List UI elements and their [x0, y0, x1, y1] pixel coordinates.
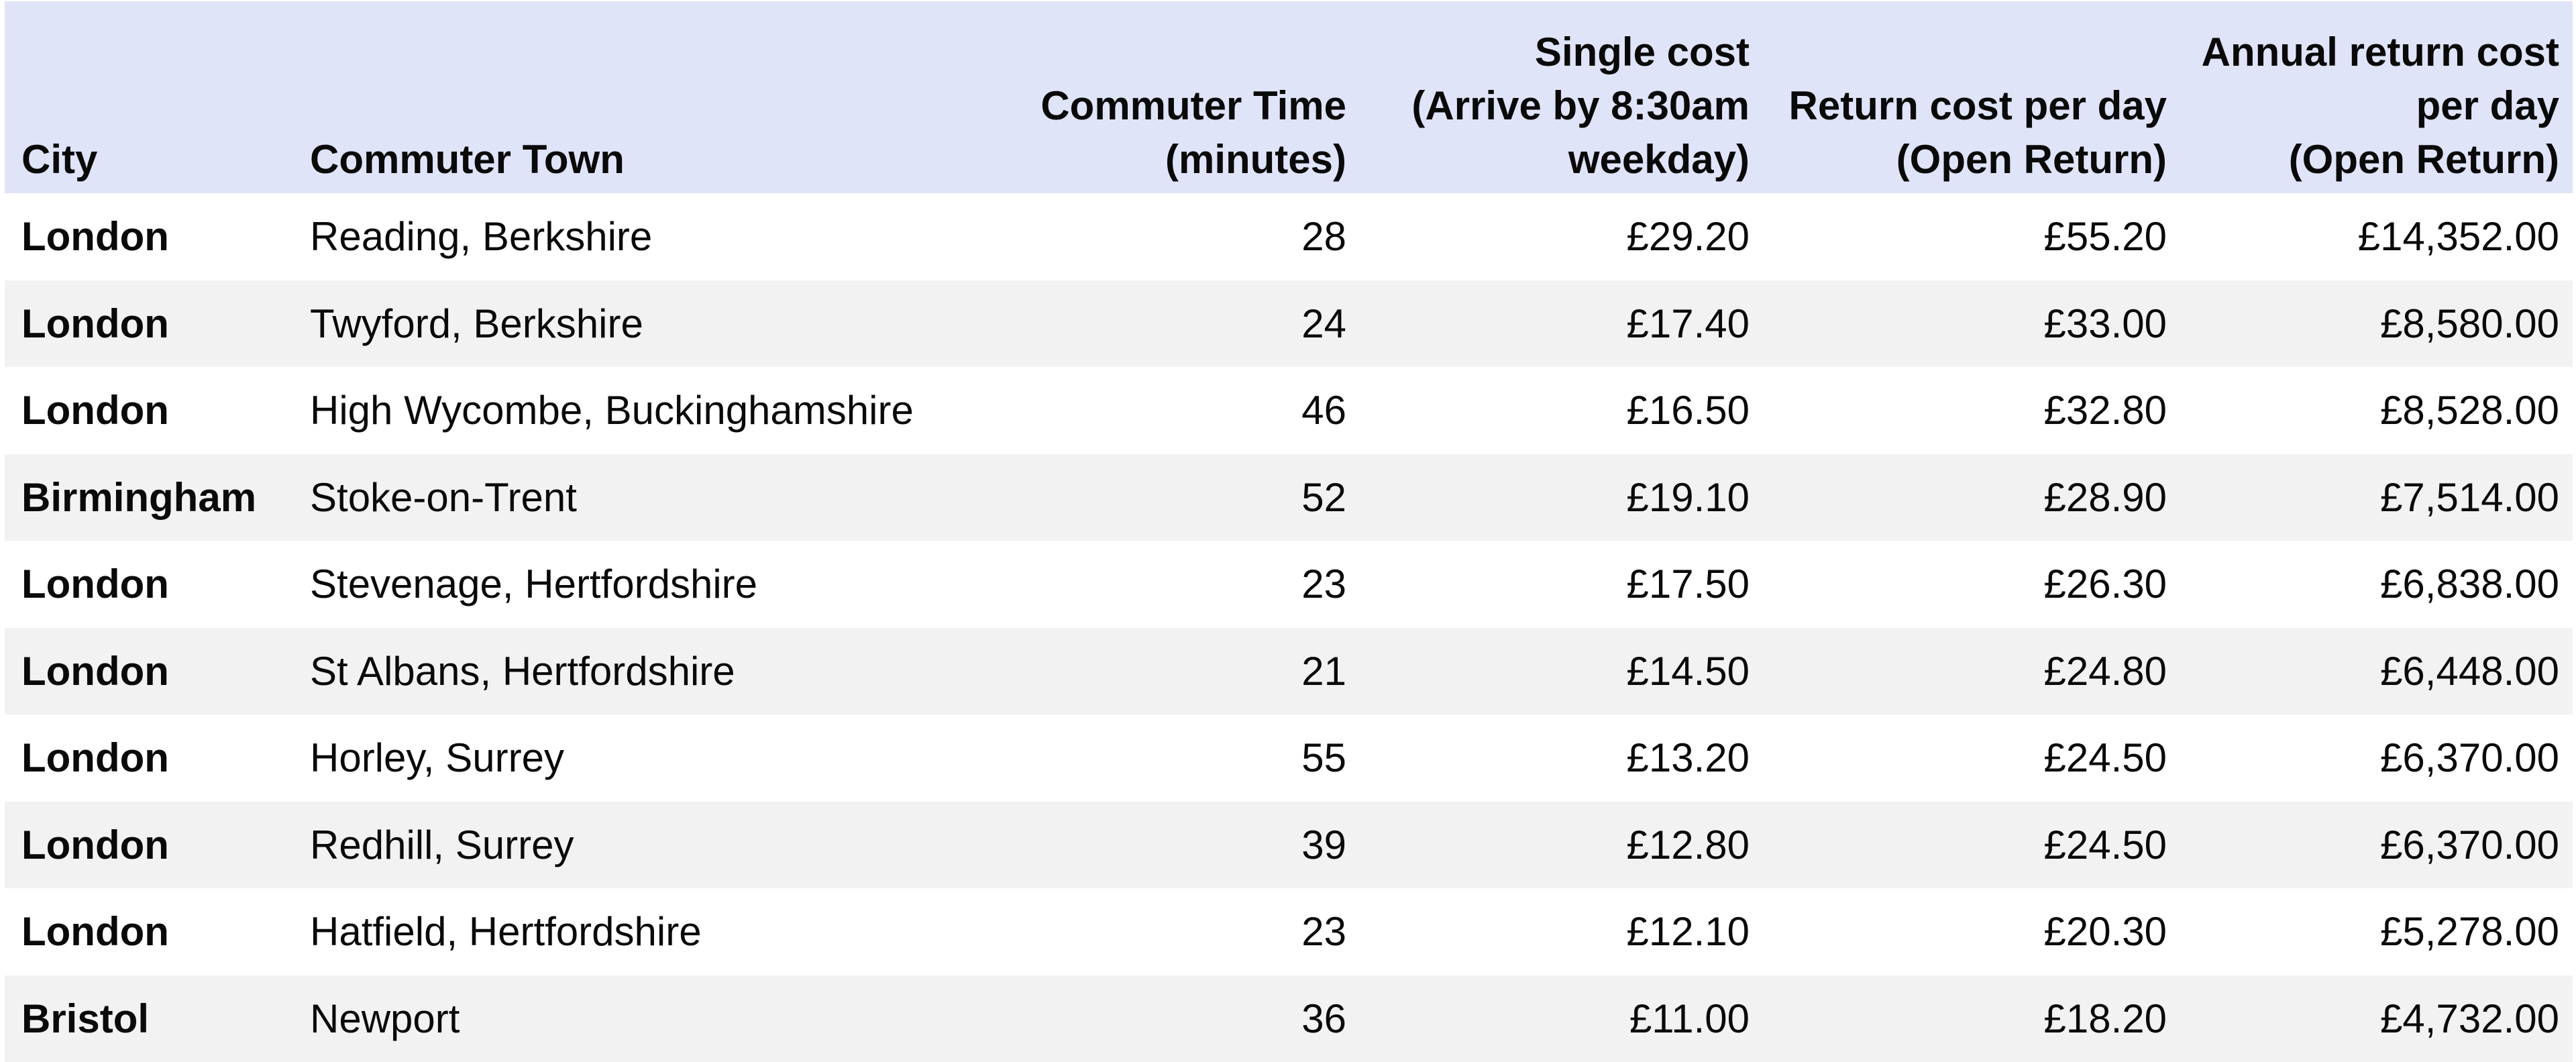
- cell-city: London: [21, 388, 169, 433]
- cell-single-cost: £29.20: [1626, 214, 1750, 260]
- cell-commuter-time: 24: [1301, 301, 1346, 346]
- commuter-costs-table-wrap: City Commuter Town Commuter Time (minute…: [5, 1, 2573, 1062]
- cell-annual-return-cost: £6,838.00: [2380, 562, 2559, 607]
- cell-commuter-time: 28: [1301, 214, 1346, 260]
- cell-commuter-town: Twyford, Berkshire: [310, 301, 643, 346]
- cell-single-cost: £12.80: [1626, 822, 1750, 867]
- column-header-annual-return-cost: Annual return cost per day (Open Return): [2167, 1, 2573, 193]
- cell-return-cost: £24.80: [2043, 648, 2167, 694]
- cell-commuter-time: 23: [1301, 909, 1346, 955]
- cell-city: London: [21, 301, 169, 346]
- cell-single-cost: £17.50: [1626, 562, 1750, 607]
- column-header-return-cost: Return cost per day (Open Return): [1750, 1, 2167, 193]
- header-line: per day: [2416, 83, 2559, 128]
- header-line: City: [21, 137, 98, 182]
- header-line: Commuter Time: [1040, 83, 1346, 128]
- header-line: weekday): [1568, 137, 1750, 182]
- cell-commuter-time: 23: [1301, 562, 1346, 607]
- table-row: Birmingham Stoke-on-Trent 52 £19.10 £28.90 £7…: [5, 454, 2573, 541]
- cell-return-cost: £28.90: [2043, 474, 2167, 520]
- commuter-costs-table: City Commuter Town Commuter Time (minute…: [5, 1, 2573, 1062]
- header-line: (Open Return): [1896, 137, 2167, 182]
- cell-return-cost: £24.50: [2043, 822, 2167, 867]
- cell-return-cost: £24.50: [2043, 735, 2167, 781]
- cell-commuter-town: Horley, Surrey: [310, 735, 564, 781]
- cell-city: London: [21, 909, 169, 955]
- cell-annual-return-cost: £8,580.00: [2380, 301, 2559, 346]
- table-row: London Horley, Surrey 55 £13.20 £24.50 £6,370…: [5, 714, 2573, 802]
- cell-single-cost: £17.40: [1626, 301, 1750, 346]
- cell-city: Birmingham: [21, 474, 257, 520]
- cell-return-cost: £18.20: [2043, 996, 2167, 1041]
- header-row: City Commuter Town Commuter Time (minute…: [5, 1, 2573, 193]
- table-row: London St Albans, Hertfordshire 21 £14.50 £2…: [5, 627, 2573, 714]
- cell-city: London: [21, 214, 169, 260]
- column-header-city: City: [5, 1, 310, 193]
- cell-annual-return-cost: £6,370.00: [2380, 822, 2559, 867]
- cell-annual-return-cost: £6,370.00: [2380, 735, 2559, 781]
- cell-return-cost: £33.00: [2043, 301, 2167, 346]
- cell-commuter-time: 39: [1301, 822, 1346, 867]
- cell-commuter-time: 46: [1301, 388, 1346, 433]
- cell-commuter-town: Hatfield, Hertfordshire: [310, 909, 702, 955]
- cell-return-cost: £55.20: [2043, 214, 2167, 260]
- cell-commuter-time: 21: [1301, 648, 1346, 694]
- cell-return-cost: £20.30: [2043, 909, 2167, 955]
- header-line: Single cost: [1534, 30, 1750, 74]
- table-row: London High Wycombe, Buckinghamshire 46 £16…: [5, 367, 2573, 454]
- cell-annual-return-cost: £8,528.00: [2380, 388, 2559, 433]
- cell-annual-return-cost: £5,278.00: [2380, 909, 2559, 955]
- cell-city: London: [21, 735, 169, 781]
- header-line: Annual return cost: [2201, 30, 2559, 74]
- cell-annual-return-cost: £4,732.00: [2380, 996, 2559, 1041]
- cell-commuter-time: 36: [1301, 996, 1346, 1041]
- cell-commuter-town: High Wycombe, Buckinghamshire: [310, 388, 914, 433]
- cell-single-cost: £12.10: [1626, 909, 1750, 955]
- cell-single-cost: £16.50: [1626, 388, 1750, 433]
- cell-single-cost: £13.20: [1626, 735, 1750, 781]
- cell-commuter-town: Reading, Berkshire: [310, 214, 653, 260]
- column-header-commuter-town: Commuter Town: [310, 1, 780, 193]
- cell-annual-return-cost: £14,352.00: [2357, 214, 2559, 260]
- column-header-commuter-time: Commuter Time (minutes): [780, 1, 1346, 193]
- cell-commuter-town: Stoke-on-Trent: [310, 474, 577, 520]
- table-header: City Commuter Town Commuter Time (minute…: [5, 1, 2573, 193]
- cell-city: London: [21, 822, 169, 867]
- table-row: London Hatfield, Hertfordshire 23 £12.10 £20…: [5, 888, 2573, 975]
- cell-city: Bristol: [21, 996, 150, 1041]
- table-row: London Stevenage, Hertfordshire 23 £17.50 £2…: [5, 541, 2573, 628]
- cell-commuter-time: 52: [1301, 474, 1346, 520]
- cell-city: London: [21, 562, 169, 607]
- table-body: London Reading, Berkshire 28 £29.20 £55.20 £1…: [5, 193, 2573, 1062]
- header-line: Return cost per day: [1788, 83, 2167, 128]
- cell-single-cost: £14.50: [1626, 648, 1750, 694]
- column-header-single-cost: Single cost (Arrive by 8:30am weekday): [1346, 1, 1750, 193]
- cell-commuter-town: Redhill, Surrey: [310, 822, 574, 867]
- cell-annual-return-cost: £6,448.00: [2380, 648, 2559, 694]
- cell-commuter-town: Newport: [310, 996, 460, 1041]
- cell-commuter-town: St Albans, Hertfordshire: [310, 648, 735, 694]
- header-line: (Open Return): [2288, 137, 2559, 182]
- table-row: London Twyford, Berkshire 24 £17.40 £33.00 £8…: [5, 280, 2573, 367]
- cell-city: London: [21, 648, 169, 694]
- cell-single-cost: £19.10: [1626, 474, 1750, 520]
- cell-return-cost: £26.30: [2043, 562, 2167, 607]
- table-row: Bristol Newport 36 £11.00 £18.20 £4,732.00: [5, 975, 2573, 1062]
- cell-commuter-time: 55: [1301, 735, 1346, 781]
- header-line: Commuter Town: [310, 137, 625, 182]
- header-line: (minutes): [1165, 137, 1346, 182]
- cell-single-cost: £11.00: [1629, 996, 1750, 1041]
- table-row: London Reading, Berkshire 28 £29.20 £55.20 £1…: [5, 193, 2573, 280]
- cell-return-cost: £32.80: [2043, 388, 2167, 433]
- cell-annual-return-cost: £7,514.00: [2380, 474, 2559, 520]
- table-row: London Redhill, Surrey 39 £12.80 £24.50 £6,37…: [5, 801, 2573, 888]
- cell-commuter-town: Stevenage, Hertfordshire: [310, 562, 758, 607]
- header-line: (Arrive by 8:30am: [1411, 83, 1750, 128]
